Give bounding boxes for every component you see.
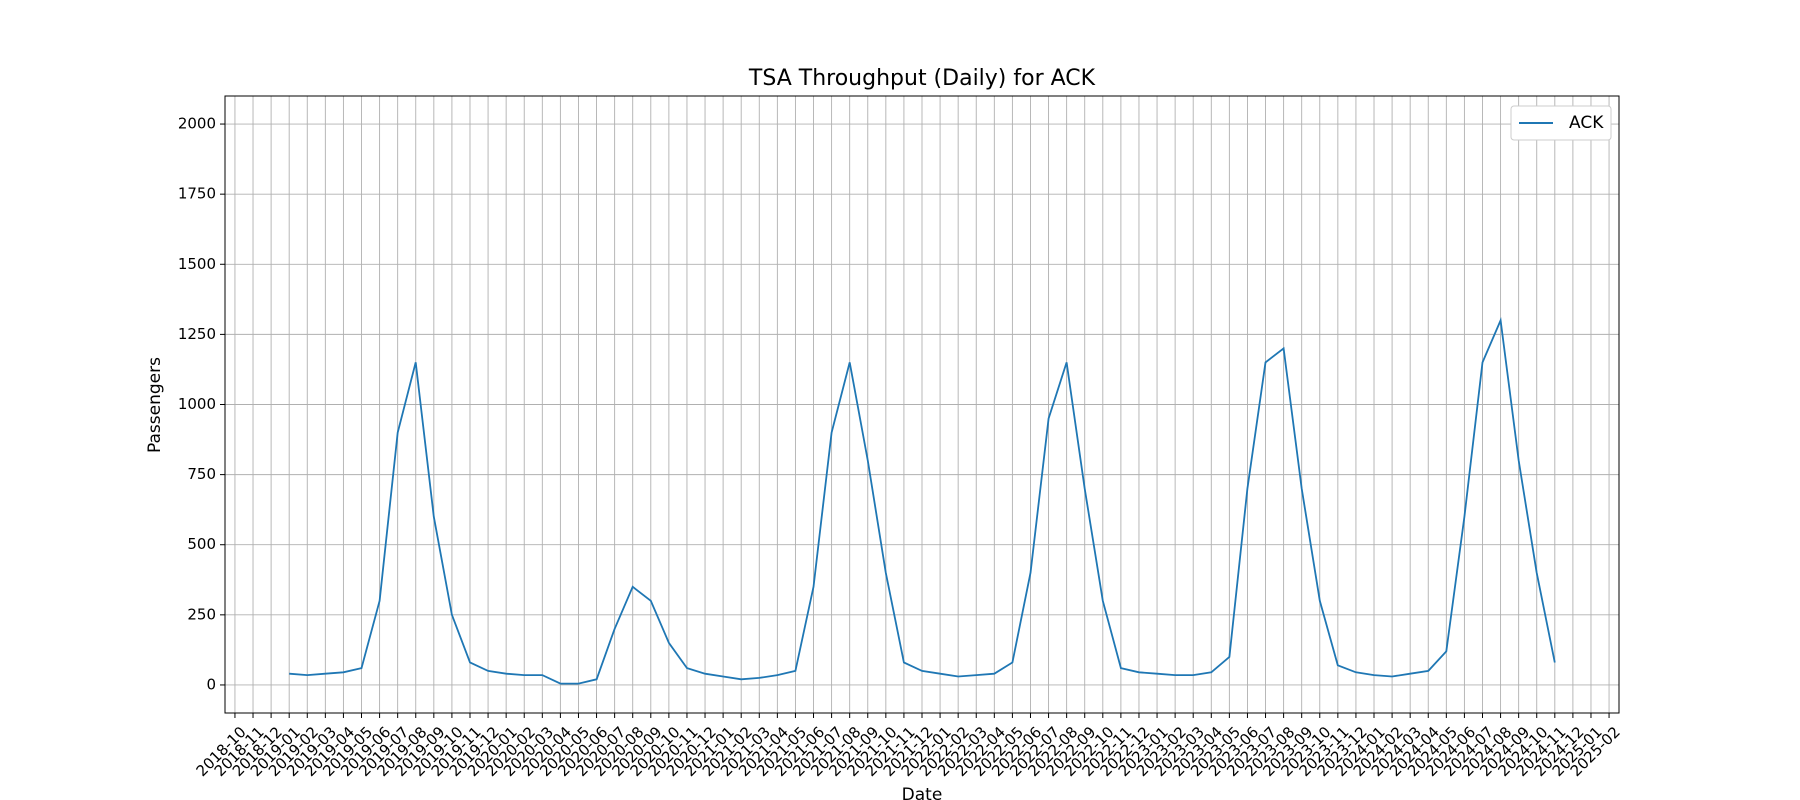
- y-tick-label: 0: [206, 675, 216, 693]
- y-tick-label: 750: [187, 465, 216, 483]
- y-axis-label: Passengers: [145, 357, 165, 453]
- legend-label: ACK: [1569, 113, 1604, 133]
- y-tick-label: 1250: [178, 325, 216, 343]
- y-tick-label: 250: [187, 605, 216, 623]
- chart-title: TSA Throughput (Daily) for ACK: [748, 66, 1096, 91]
- y-tick-label: 1000: [178, 395, 216, 413]
- y-tick-label: 2000: [178, 115, 216, 133]
- data-line: [289, 317, 1556, 685]
- x-axis-label: Date: [902, 785, 943, 800]
- y-tick-label: 500: [187, 535, 216, 553]
- plot-frame: [224, 95, 1620, 714]
- y-tick-label: 1750: [178, 185, 216, 203]
- legend-box: [1510, 105, 1612, 141]
- y-tick-label: 1500: [178, 255, 216, 273]
